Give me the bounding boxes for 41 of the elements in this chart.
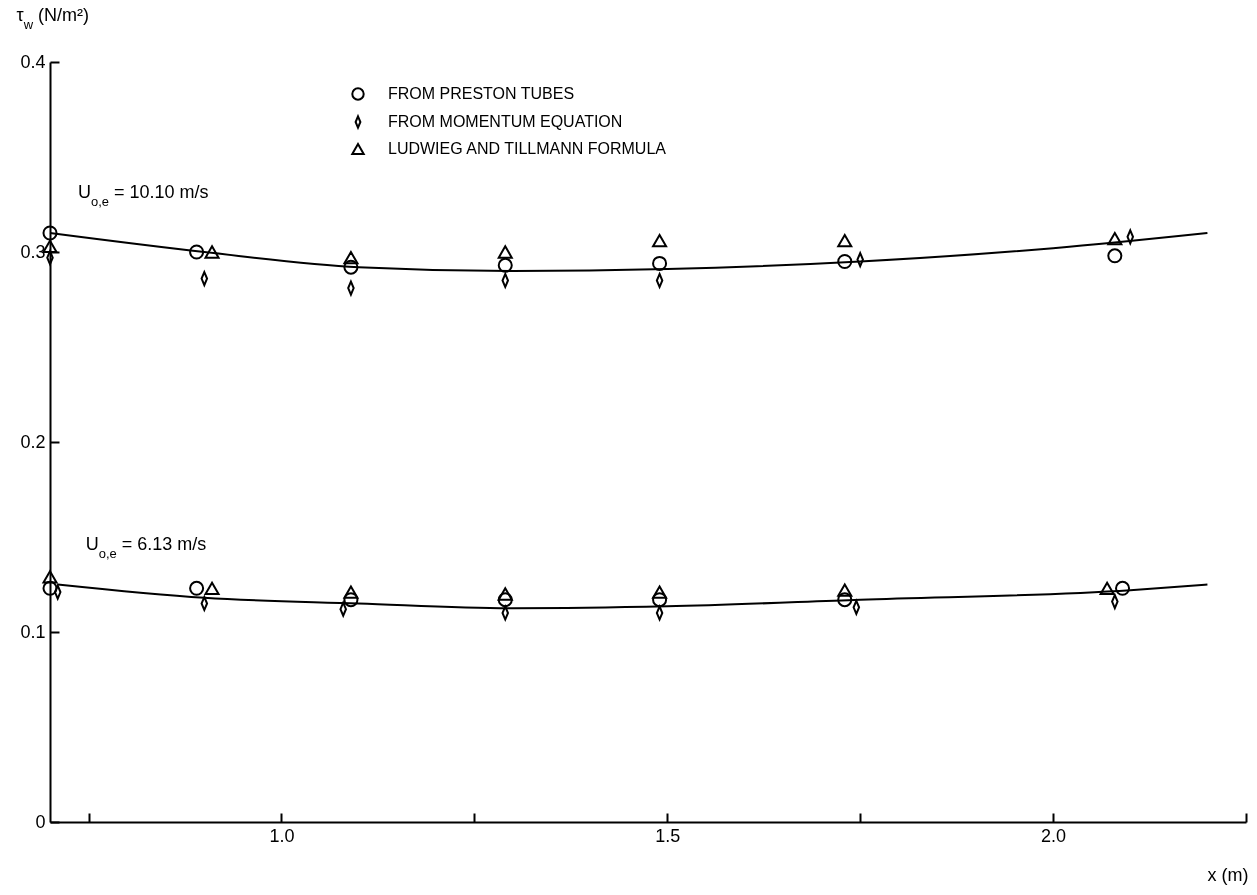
point — [1099, 581, 1115, 595]
y-tick-label: 0.3 — [20, 241, 46, 262]
x-tick-label: 1.5 — [655, 825, 681, 846]
x-axis-title: x (m) — [1207, 864, 1249, 885]
point — [837, 592, 853, 608]
annotation: U$_{o,e}$ = 6.13 m/s — [85, 533, 207, 560]
point — [652, 585, 668, 599]
point — [189, 580, 205, 596]
point — [343, 592, 359, 608]
point — [204, 581, 220, 595]
point — [343, 585, 359, 599]
point — [1115, 580, 1131, 596]
point — [343, 259, 359, 275]
point — [497, 257, 513, 273]
point — [1107, 232, 1123, 246]
annotation: U$_{o,e}$ = 10.10 m/s — [78, 182, 209, 209]
point — [497, 592, 513, 608]
point — [497, 587, 513, 601]
point — [837, 233, 853, 248]
point — [837, 583, 853, 597]
point — [189, 244, 205, 260]
x-tick-label: 1.0 — [269, 825, 295, 846]
point — [204, 245, 220, 259]
legend-label: LUDWIEG AND TILLMANN FORMULA — [388, 140, 667, 157]
y-axis-title: τ$_{w}$ (N/m²) — [16, 4, 89, 31]
y-tick-label: 0.2 — [20, 431, 46, 452]
y-tick-label: 0.4 — [20, 51, 46, 72]
point — [1107, 248, 1123, 264]
point — [652, 255, 668, 271]
x-tick-label: 2.0 — [1041, 825, 1067, 846]
point — [343, 251, 359, 265]
y-tick-label: 0.1 — [20, 621, 46, 642]
point — [837, 253, 853, 270]
point — [42, 225, 58, 241]
legend-label: FROM MOMENTUM EQUATION — [388, 113, 623, 130]
point — [497, 245, 513, 259]
point — [652, 233, 668, 248]
legend-label: FROM PRESTON TUBES — [388, 85, 575, 102]
point — [42, 570, 58, 584]
point — [652, 592, 668, 608]
y-tick-label: 0 — [35, 811, 46, 832]
